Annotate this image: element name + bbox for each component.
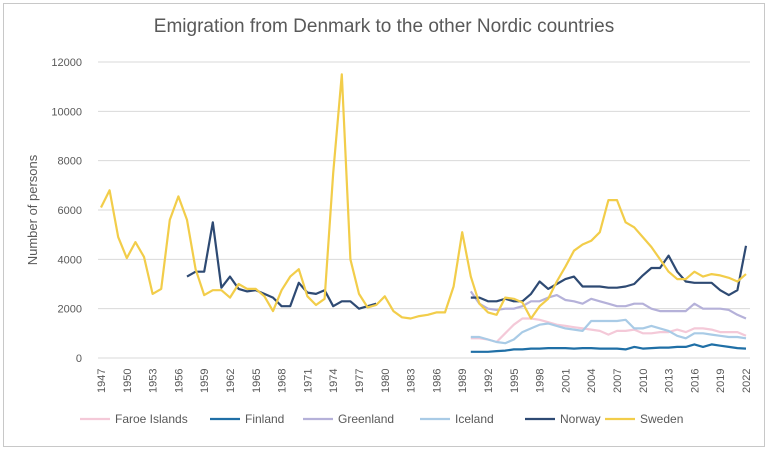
x-tick-label: 1968 [277, 369, 289, 393]
series-line-faroe-islands [470, 317, 747, 344]
legend-label: Greenland [338, 412, 394, 426]
x-tick-label: 1956 [173, 369, 185, 393]
series-line-finland [470, 343, 747, 353]
x-tick-label: 1965 [251, 369, 263, 393]
x-tick-label: 1974 [328, 369, 340, 393]
x-tick-label: 1992 [483, 369, 495, 393]
x-tick-label: 1959 [199, 369, 211, 393]
x-tick-label: 1980 [380, 369, 392, 393]
x-tick-label: 1971 [302, 369, 314, 393]
legend-label: Faroe Islands [115, 412, 188, 426]
x-tick-label: 1947 [96, 369, 108, 393]
series-line-greenland [469, 290, 747, 320]
x-tick-label: 2004 [586, 369, 598, 393]
legend-label: Iceland [455, 412, 494, 426]
y-tick-label: 8000 [58, 156, 82, 168]
x-tick-label: 1986 [431, 369, 443, 393]
legend-label: Sweden [640, 412, 683, 426]
x-tick-label: 1950 [122, 369, 134, 393]
x-tick-label: 1983 [406, 369, 418, 393]
series-line-iceland [470, 318, 747, 345]
y-tick-label: 12000 [51, 57, 82, 69]
y-tick-label: 2000 [58, 304, 82, 316]
chart-title: Emigration from Denmark to the other Nor… [153, 16, 615, 37]
y-tick-label: 10000 [51, 106, 82, 118]
y-tick-label: 4000 [58, 254, 82, 266]
y-tick-label: 0 [76, 353, 82, 365]
x-tick-label: 1977 [354, 369, 366, 393]
legend-label: Norway [560, 412, 601, 426]
x-tick-label: 2016 [689, 369, 701, 393]
series-line-sweden [100, 73, 747, 320]
x-tick-label: 1953 [148, 369, 160, 393]
y-axis-label: Number of persons [25, 154, 40, 265]
x-tick-label: 1995 [509, 369, 521, 393]
x-tick-label: 2001 [560, 369, 572, 393]
series-line-norway [186, 221, 748, 310]
x-tick-label: 2007 [612, 369, 624, 393]
x-tick-label: 2010 [638, 369, 650, 393]
x-tick-label: 2022 [741, 369, 753, 393]
legend-label: Finland [245, 412, 284, 426]
x-tick-label: 2013 [664, 369, 676, 393]
chart-frame [3, 3, 765, 447]
x-tick-label: 1962 [225, 369, 237, 393]
y-tick-label: 6000 [58, 205, 82, 217]
x-tick-label: 1998 [535, 369, 547, 393]
x-tick-label: 1989 [457, 369, 469, 393]
x-tick-label: 2019 [715, 369, 727, 393]
